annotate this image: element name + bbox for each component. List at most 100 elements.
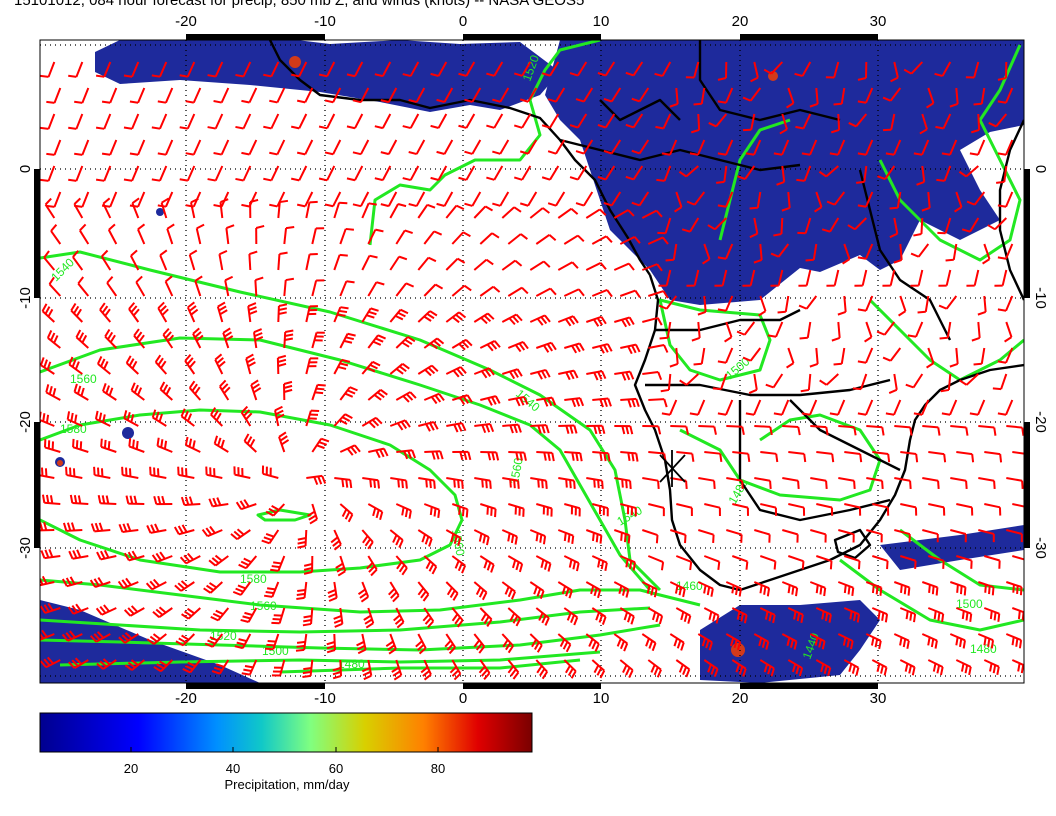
wind-barb — [250, 379, 262, 401]
wind-barb — [997, 87, 1014, 104]
wind-barb — [693, 347, 706, 366]
wind-barb — [659, 321, 672, 340]
wind-barb — [857, 191, 874, 208]
wind-barb — [732, 503, 750, 516]
wind-barb — [535, 234, 557, 245]
wind-barb — [641, 209, 663, 219]
hotspot-4 — [57, 460, 63, 466]
wind-barb — [230, 528, 251, 541]
wind-barb — [333, 413, 353, 427]
wind-barb — [569, 113, 588, 129]
top-lon-label: 20 — [732, 13, 749, 30]
wind-barb — [592, 397, 612, 408]
wind-barb — [843, 659, 860, 676]
wind-barb — [334, 477, 353, 489]
wind-barb — [130, 382, 145, 401]
wind-barb — [854, 269, 868, 287]
wind-barb — [174, 580, 195, 592]
wind-barb — [950, 425, 969, 436]
wind-barb — [530, 368, 551, 380]
wind-barb — [564, 503, 581, 517]
wind-barb — [224, 275, 234, 297]
wind-barb — [188, 249, 198, 271]
wind-barb — [959, 373, 979, 386]
wind-barb — [507, 659, 520, 680]
wind-barb — [956, 503, 974, 516]
wind-barb — [513, 165, 532, 181]
precip-east-ocean — [880, 525, 1024, 570]
wind-barb — [871, 607, 889, 623]
wind-barb — [557, 633, 572, 653]
wind-barb — [44, 197, 56, 219]
wind-barb — [777, 295, 790, 314]
wind-barb — [430, 165, 448, 181]
wind-barb — [151, 409, 167, 427]
wind-barb — [717, 295, 734, 312]
wind-barb — [857, 61, 868, 81]
wind-barb — [89, 577, 111, 588]
wind-barb — [697, 581, 714, 597]
wind-barb — [207, 61, 224, 78]
wind-barb — [182, 659, 202, 674]
wind-barb — [647, 607, 664, 625]
wind-barb — [614, 477, 632, 489]
wind-barb — [866, 425, 885, 436]
wind-barb — [973, 347, 986, 366]
wind-barb — [263, 61, 280, 78]
wind-barb — [905, 373, 924, 389]
wind-barb — [742, 347, 762, 362]
wind-barb — [519, 87, 538, 103]
wind-barb — [955, 659, 972, 676]
wind-barb — [422, 607, 435, 629]
wind-barb — [647, 555, 665, 571]
wind-barb — [390, 477, 408, 489]
colorbar-label: Precipitation, mm/day — [224, 777, 350, 792]
wind-barb — [270, 555, 286, 572]
wind-barb — [451, 231, 471, 245]
wind-barb — [655, 113, 672, 130]
wind-barb — [592, 503, 609, 517]
wind-barb — [177, 466, 195, 479]
wind-barb — [597, 113, 616, 129]
wind-barb — [689, 399, 706, 416]
wind-barb — [781, 191, 791, 212]
wind-barb — [717, 191, 734, 208]
wind-barb — [641, 529, 659, 544]
wind-barb — [970, 113, 981, 134]
wind-barb — [269, 87, 286, 104]
wind-barb — [669, 87, 679, 108]
wind-barb — [547, 139, 566, 155]
wind-barb — [305, 253, 318, 271]
location-marker — [659, 450, 686, 487]
contour-1540-west — [40, 250, 662, 592]
wind-barb — [402, 113, 420, 130]
wind-barb — [798, 295, 818, 310]
colorbar-tick-label: 60 — [329, 761, 343, 776]
wind-barb — [40, 411, 55, 427]
wind-barb — [204, 633, 224, 648]
contour-label: 1560 — [70, 372, 97, 386]
wind-barb — [452, 394, 473, 406]
wind-barb — [452, 450, 472, 461]
wind-barb — [249, 198, 259, 219]
wind-barb — [458, 61, 476, 77]
colorbar-tick-label: 20 — [124, 761, 138, 776]
wind-barb — [145, 578, 167, 591]
wind-barb — [917, 295, 930, 314]
wind-barb — [104, 329, 118, 349]
wind-barb — [40, 165, 56, 182]
wind-barb — [164, 275, 174, 297]
wind-barb — [745, 399, 762, 416]
wind-barb — [631, 139, 650, 155]
wind-barb — [154, 354, 168, 375]
wind-barb — [303, 555, 314, 575]
wind-barb — [507, 233, 528, 245]
wind-barb — [838, 529, 855, 543]
wind-barb — [74, 139, 90, 156]
wind-barb — [363, 607, 375, 629]
wind-barb — [965, 61, 980, 79]
wind-barb — [73, 197, 84, 219]
wind-barb — [269, 191, 286, 208]
wind-barb — [641, 633, 657, 652]
wind-barb — [585, 581, 602, 599]
